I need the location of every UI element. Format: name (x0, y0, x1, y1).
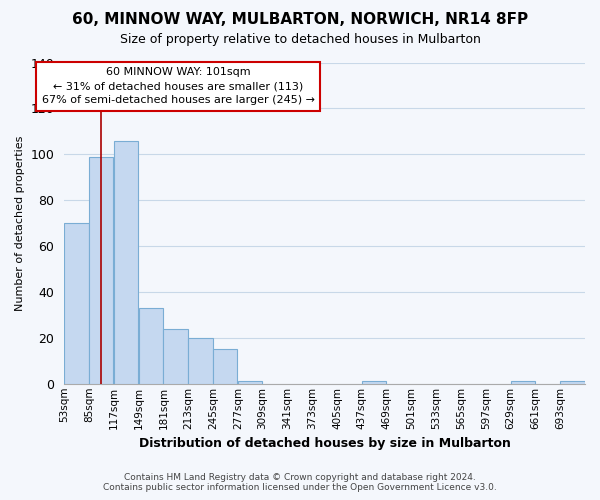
Bar (362, 382, 386, 384)
Text: 60 MINNOW WAY: 101sqm
← 31% of detached houses are smaller (113)
67% of semi-det: 60 MINNOW WAY: 101sqm ← 31% of detached … (41, 67, 314, 105)
Bar (89, 156, 113, 384)
X-axis label: Distribution of detached houses by size in Mulbarton: Distribution of detached houses by size … (139, 437, 511, 450)
Bar (511, 382, 535, 384)
Bar (163, 328, 188, 384)
Bar (213, 350, 238, 384)
Bar (188, 338, 212, 384)
Bar (238, 382, 262, 384)
Text: Size of property relative to detached houses in Mulbarton: Size of property relative to detached ho… (119, 32, 481, 46)
Bar (139, 308, 163, 384)
Bar (560, 382, 584, 384)
Y-axis label: Number of detached properties: Number of detached properties (15, 136, 25, 311)
Text: 60, MINNOW WAY, MULBARTON, NORWICH, NR14 8FP: 60, MINNOW WAY, MULBARTON, NORWICH, NR14… (72, 12, 528, 28)
Text: Contains HM Land Registry data © Crown copyright and database right 2024.
Contai: Contains HM Land Registry data © Crown c… (103, 473, 497, 492)
Bar (114, 140, 138, 384)
Bar (64, 223, 89, 384)
